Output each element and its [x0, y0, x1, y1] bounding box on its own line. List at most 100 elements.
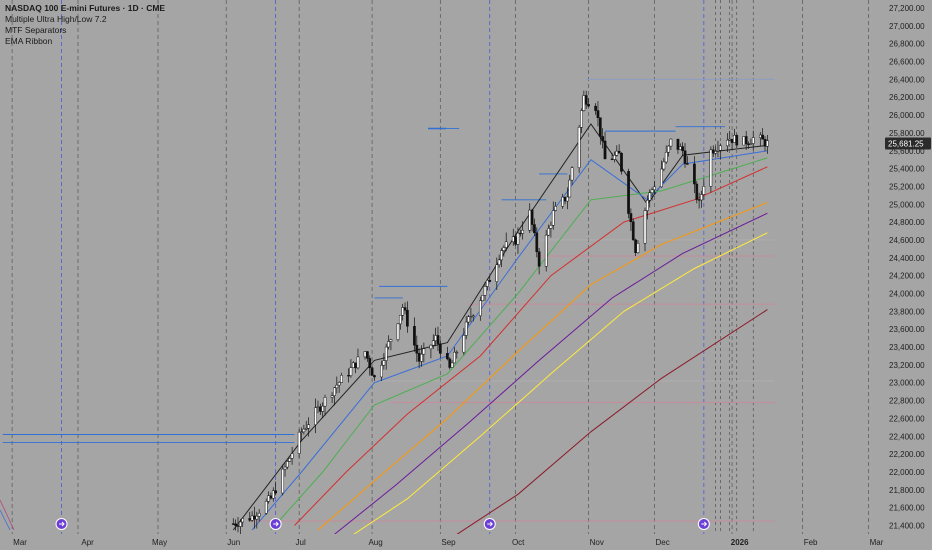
candle-body: [634, 239, 637, 253]
candle-body: [398, 314, 402, 325]
candle-body: [464, 321, 468, 336]
ema-line-4: [294, 166, 768, 526]
candle-body: [354, 362, 357, 369]
candle-body: [620, 153, 623, 172]
candle-body: [288, 458, 292, 462]
candle-body: [467, 316, 470, 323]
candle-body: [660, 168, 663, 188]
x-tick-label: Oct: [512, 538, 525, 547]
candle-body: [563, 196, 567, 202]
candle-body: [420, 353, 423, 362]
y-tick-label: 25,200.00: [889, 182, 925, 191]
quarter-marker-arrow-icon: [487, 521, 493, 527]
time-axis: [0, 534, 932, 550]
candle-body: [307, 424, 310, 429]
candle-body: [453, 351, 456, 364]
legend-indicator-mtf-separators[interactable]: MTF Separators: [5, 25, 67, 35]
candle-body: [646, 200, 649, 211]
candle-body: [709, 149, 713, 187]
y-tick-label: 23,800.00: [889, 307, 925, 316]
candle-body: [742, 136, 746, 146]
candle-body: [530, 209, 534, 225]
x-tick-label: Dec: [655, 538, 669, 547]
candle-body: [766, 140, 769, 147]
chart-legend: NASDAQ 100 E-mini Futures · 1D · CME Mul…: [5, 3, 165, 47]
x-tick-label: May: [152, 538, 167, 547]
candle-body: [314, 407, 317, 425]
candle-body: [250, 515, 254, 521]
candle-body: [234, 523, 237, 526]
candle-body: [733, 135, 736, 143]
candle-body: [415, 344, 419, 354]
candle-body: [594, 105, 597, 111]
y-tick-label: 24,600.00: [889, 236, 925, 245]
candle-body: [551, 210, 555, 226]
candle-body: [711, 149, 715, 154]
y-tick-label: 22,000.00: [889, 468, 925, 477]
candle-body: [521, 229, 525, 234]
quarter-marker-arrow-icon: [701, 521, 708, 527]
candle-body: [363, 351, 367, 358]
candle-body: [648, 192, 652, 201]
y-tick-label: 23,200.00: [889, 361, 925, 370]
trend-line: [0, 509, 11, 531]
candle-body: [686, 163, 689, 165]
candle-body: [613, 155, 616, 160]
legend-title[interactable]: NASDAQ 100 E-mini Futures · 1D · CME: [5, 3, 166, 13]
candle-body: [323, 397, 327, 407]
candle-body: [500, 250, 503, 261]
candle-body: [271, 490, 275, 499]
candle-body: [693, 163, 696, 185]
y-tick-label: 22,600.00: [889, 414, 925, 423]
candle-body: [758, 134, 762, 138]
x-tick-label: Jul: [296, 538, 306, 547]
candle-body: [321, 405, 325, 412]
candle-body: [283, 466, 287, 470]
candle-body: [335, 384, 339, 389]
legend-indicator-multiple-ultra-high-low[interactable]: Multiple Ultra High/Low 7.2: [5, 14, 107, 24]
y-tick-label: 24,800.00: [889, 218, 925, 227]
candle-body: [417, 352, 421, 362]
candle-body: [297, 431, 301, 454]
candle-body: [429, 344, 433, 350]
ema-line-6: [334, 212, 768, 535]
candle-body: [267, 495, 270, 502]
candle-body: [495, 264, 499, 282]
candle-body: [735, 135, 739, 146]
x-tick-label: Sep: [441, 538, 456, 547]
candle-body: [403, 307, 407, 311]
candle-body: [596, 110, 600, 118]
candle-body: [747, 143, 750, 145]
candle-body: [535, 232, 539, 253]
y-tick-label: 25,800.00: [889, 129, 925, 138]
candle-body: [502, 247, 506, 251]
candle-body: [544, 234, 548, 267]
legend-indicator-ema-ribbon[interactable]: EMA Ribbon: [5, 36, 53, 46]
candle-body: [631, 221, 635, 241]
candle-body: [570, 167, 574, 181]
candle-body: [382, 360, 386, 366]
x-tick-label: 2026: [731, 538, 749, 547]
candle-body: [676, 138, 680, 150]
candle-body: [281, 468, 285, 494]
x-tick-label: Nov: [590, 538, 604, 547]
candle-body: [300, 431, 303, 433]
candle-body: [413, 326, 416, 346]
candle-body: [744, 136, 748, 145]
y-tick-label: 25,000.00: [889, 200, 925, 209]
candle-body: [330, 395, 334, 398]
x-tick-label: Apr: [81, 538, 94, 547]
candle-body: [384, 346, 388, 361]
candle-body: [681, 146, 685, 152]
candle-body: [511, 236, 515, 243]
candle-body: [380, 365, 383, 378]
ema-line-5: [317, 202, 768, 531]
candle-body: [304, 428, 308, 430]
candle-body: [318, 406, 322, 412]
plot-area: [0, 0, 884, 534]
candle-body: [730, 138, 734, 143]
candle-body: [587, 104, 590, 107]
candle-body: [533, 224, 536, 234]
